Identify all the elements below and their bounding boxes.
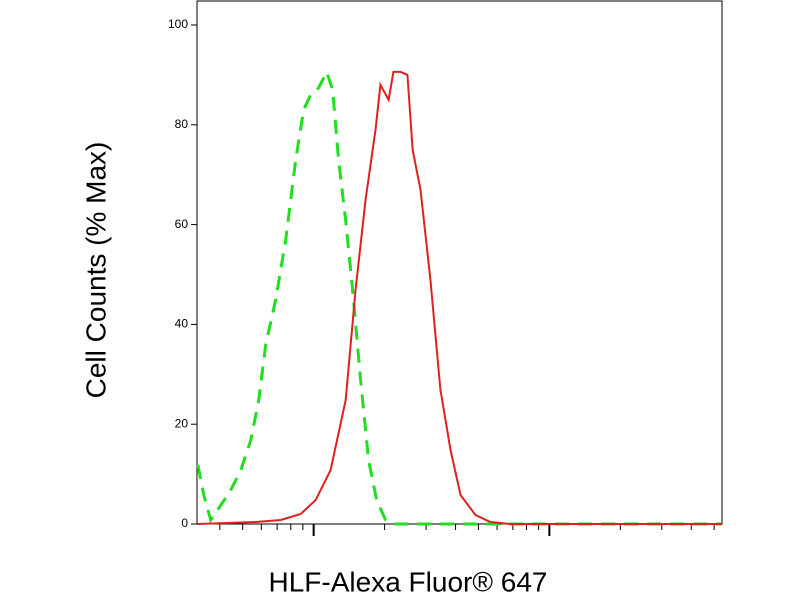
y-tick-label: 20	[175, 416, 189, 430]
y-axis-label: Cell Counts (% Max)	[80, 142, 111, 399]
y-tick-label: 80	[175, 117, 189, 131]
y-tick-label: 40	[175, 317, 189, 331]
series-line	[197, 70, 722, 525]
x-axis-label: HLF-Alexa Fluor® 647	[269, 566, 548, 597]
y-tick-label: 0	[181, 516, 188, 530]
y-tick-label: 100	[168, 17, 188, 31]
plot-frame	[196, 0, 723, 525]
y-tick-label: 60	[175, 217, 189, 231]
series-line	[196, 68, 722, 526]
